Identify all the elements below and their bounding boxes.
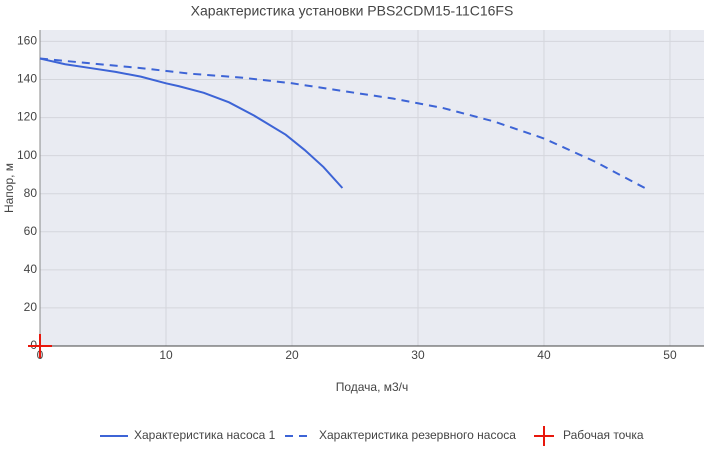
x-tick-label: 50 <box>663 348 677 362</box>
legend-symbol <box>534 426 554 446</box>
y-tick-label: 20 <box>24 300 38 314</box>
x-tick-label: 10 <box>159 348 173 362</box>
y-tick-label: 80 <box>24 186 38 200</box>
plot-area <box>40 30 704 346</box>
y-tick-label: 60 <box>24 224 38 238</box>
y-tick-label: 100 <box>17 148 37 162</box>
x-tick-label: 40 <box>537 348 551 362</box>
chart-title: Характеристика установки PBS2CDM15-11C16… <box>191 3 514 19</box>
y-tick-label: 40 <box>24 262 38 276</box>
series-line <box>39 57 344 189</box>
y-tick-label: 160 <box>17 34 37 48</box>
legend-label: Характеристика резервного насоса <box>319 428 516 442</box>
marker <box>28 334 52 358</box>
series-line <box>39 57 646 189</box>
y-axis-title: Напор, м <box>2 163 16 213</box>
x-tick-label: 20 <box>285 348 299 362</box>
legend-label: Рабочая точка <box>563 428 644 442</box>
y-tick-label: 120 <box>17 110 37 124</box>
y-tick-label: 140 <box>17 72 37 86</box>
legend-label: Характеристика насоса 1 <box>134 428 276 442</box>
x-axis-title: Подача, м3/ч <box>336 380 409 394</box>
x-tick-label: 30 <box>411 348 425 362</box>
